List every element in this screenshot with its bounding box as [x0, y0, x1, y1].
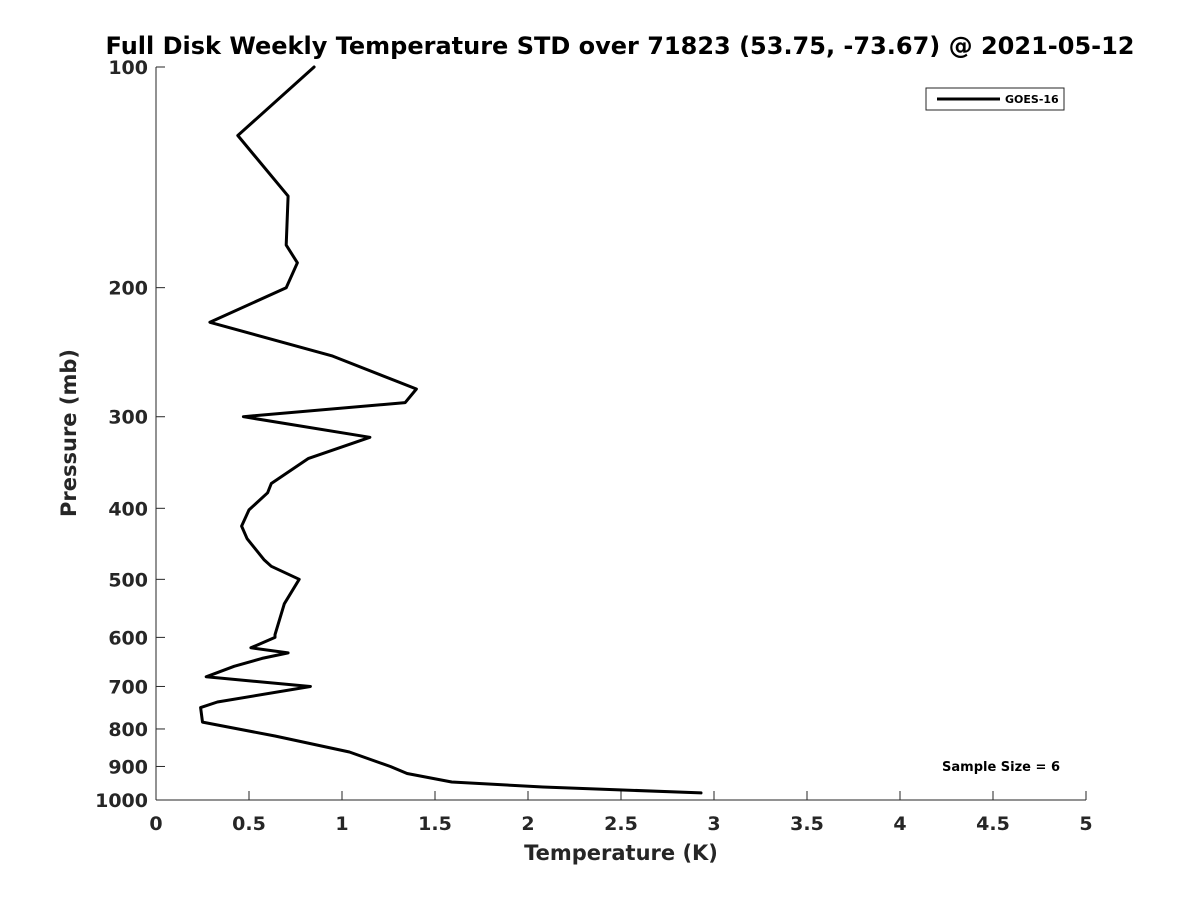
x-tick-label: 1: [335, 813, 348, 835]
x-tick-label: 0: [149, 813, 162, 835]
chart-title: Full Disk Weekly Temperature STD over 71…: [106, 32, 1135, 60]
x-tick-label: 5: [1079, 813, 1092, 835]
x-tick-label: 2.5: [604, 813, 638, 835]
y-tick-label: 200: [108, 278, 148, 300]
x-tick-label: 0.5: [232, 813, 266, 835]
y-tick-label: 800: [108, 719, 148, 741]
y-tick-label: 600: [108, 627, 148, 649]
x-axis-label: Temperature (K): [524, 841, 718, 865]
y-axis-label: Pressure (mb): [57, 349, 81, 517]
legend-entry-label: GOES-16: [1005, 93, 1059, 106]
y-tick-label: 900: [108, 756, 148, 778]
x-tick-label: 1.5: [418, 813, 452, 835]
x-tick-label: 4.5: [976, 813, 1010, 835]
sample-size-annotation: Sample Size = 6: [942, 760, 1060, 775]
y-axis-ticks: 100 200 300 400 500 600 700 800 900 1000: [95, 57, 165, 812]
y-tick-label: 300: [108, 407, 148, 429]
x-axis-ticks: 0 0.5 1 1.5 2 2.5 3 3.5 4 4.5 5: [149, 791, 1093, 835]
series-layer: [199, 65, 703, 795]
y-tick-label: 1000: [95, 790, 148, 812]
x-tick-label: 3.5: [790, 813, 824, 835]
x-tick-label: 3: [707, 813, 720, 835]
y-tick-label: 700: [108, 676, 148, 698]
legend: GOES-16: [925, 87, 1065, 111]
x-tick-label: 4: [893, 813, 906, 835]
y-tick-label: 500: [108, 569, 148, 591]
y-tick-label: 100: [108, 57, 148, 79]
series-line-goes-16: [199, 65, 703, 795]
y-tick-label: 400: [108, 498, 148, 520]
x-tick-label: 2: [521, 813, 534, 835]
